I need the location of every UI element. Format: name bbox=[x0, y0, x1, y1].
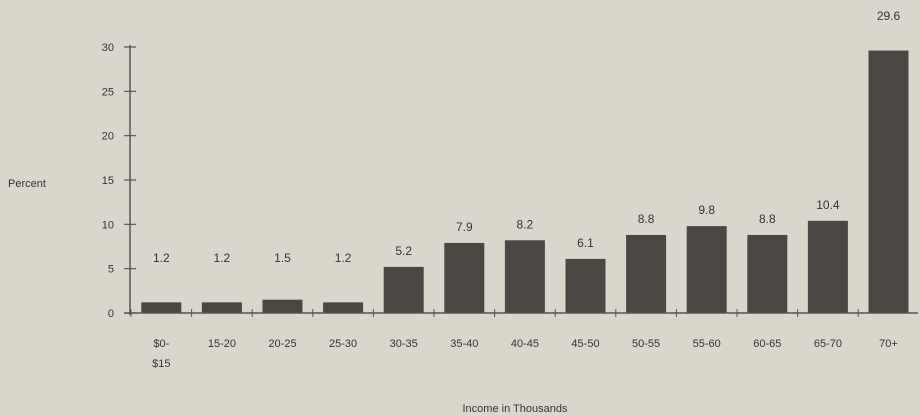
bar-value-label: 8.8 bbox=[638, 212, 655, 226]
y-axis-title: Percent bbox=[8, 178, 46, 190]
bar-value-label: 1.2 bbox=[335, 251, 352, 265]
bar bbox=[747, 234, 788, 313]
bar bbox=[686, 226, 727, 313]
bar bbox=[626, 234, 667, 313]
bar bbox=[504, 240, 545, 313]
x-tick-label: 45-50 bbox=[571, 338, 599, 350]
bar bbox=[444, 242, 485, 313]
bar bbox=[383, 266, 424, 313]
y-axis: 0 5 10 15 20 25 30 bbox=[102, 42, 136, 320]
x-tick-label: 65-70 bbox=[814, 338, 842, 350]
value-labels-group: 1.2 1.2 1.5 1.2 5.2 7.9 8.2 6.1 8.8 9.8 8.8 10.4 29.… bbox=[153, 9, 901, 265]
x-tick-label: 30-35 bbox=[390, 338, 418, 350]
bar bbox=[262, 299, 303, 313]
x-tick-label: 60-65 bbox=[753, 338, 781, 350]
y-tick-label: 30 bbox=[102, 42, 114, 54]
x-tick-label: 25-30 bbox=[329, 338, 357, 350]
x-tick-label: 15-20 bbox=[208, 338, 236, 350]
x-tick-label: 70+ bbox=[879, 338, 898, 350]
bar-value-label: 8.2 bbox=[517, 217, 534, 231]
bar bbox=[201, 302, 242, 313]
bar bbox=[141, 302, 182, 313]
bar-value-label: 10.4 bbox=[816, 198, 840, 212]
y-tick-label: 10 bbox=[102, 219, 114, 231]
x-axis-title: Income in Thousands bbox=[463, 403, 568, 415]
bar-value-label: 1.5 bbox=[274, 251, 291, 265]
y-tick-label: 25 bbox=[102, 86, 114, 98]
bar-value-label: 1.2 bbox=[153, 251, 170, 265]
bar-value-label: 29.6 bbox=[877, 9, 901, 23]
y-tick-label: 20 bbox=[102, 131, 114, 143]
bar-value-label: 6.1 bbox=[577, 236, 594, 250]
x-tick-label: 50-55 bbox=[632, 338, 660, 350]
bar-value-label: 1.2 bbox=[214, 251, 231, 265]
x-axis: $0-$15 15-20 20-25 25-30 30-35 35-40 40-45 45-5… bbox=[124, 309, 918, 370]
bar-value-label: 8.8 bbox=[759, 212, 776, 226]
bar-value-label: 5.2 bbox=[395, 244, 412, 258]
bar bbox=[868, 50, 909, 314]
bars-group bbox=[141, 50, 909, 314]
y-tick-label: 5 bbox=[108, 264, 114, 276]
bar bbox=[807, 220, 848, 313]
x-tick-label: 35-40 bbox=[450, 338, 478, 350]
x-tick-label: 20-25 bbox=[268, 338, 296, 350]
y-tick-label: 15 bbox=[102, 175, 114, 187]
x-tick-label: 40-45 bbox=[511, 338, 539, 350]
bar bbox=[323, 302, 364, 313]
bar bbox=[565, 258, 606, 313]
bar-value-label: 9.8 bbox=[698, 203, 715, 217]
x-tick-label: 55-60 bbox=[693, 338, 721, 350]
x-tick-label: $0-$15 bbox=[152, 338, 170, 370]
bar-value-label: 7.9 bbox=[456, 220, 473, 234]
y-tick-label: 0 bbox=[108, 308, 114, 320]
